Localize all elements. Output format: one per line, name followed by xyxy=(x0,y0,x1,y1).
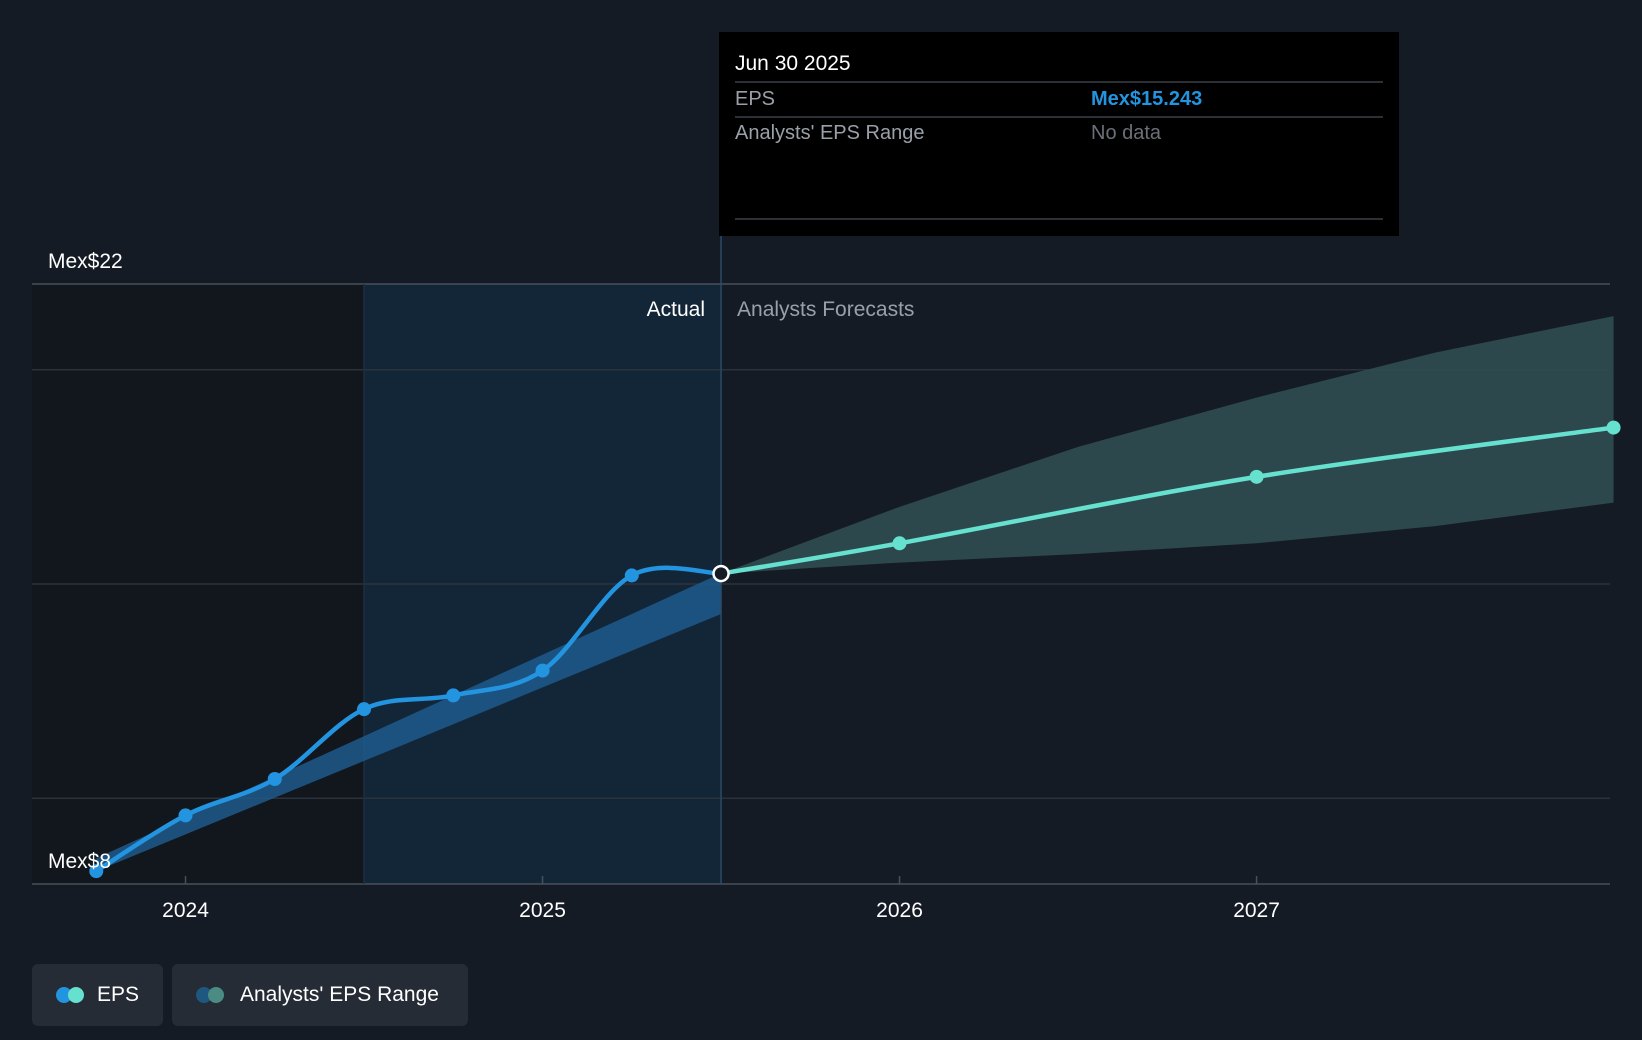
x-tick-label: 2024 xyxy=(162,899,209,922)
data-points xyxy=(89,420,1621,879)
eps-actual-point xyxy=(357,702,372,717)
tooltip: Jun 30 2025 EPS Mex$15.243 Analysts' EPS… xyxy=(719,32,1399,236)
tooltip-date: Jun 30 2025 xyxy=(735,52,851,75)
forecast-analyst-eps-range-band xyxy=(721,316,1614,574)
eps-forecast-point xyxy=(1606,420,1621,435)
eps-actual-point xyxy=(267,772,282,786)
tooltip-range-label: Analysts' EPS Range xyxy=(735,122,924,144)
tooltip-range-value: No data xyxy=(1091,122,1162,144)
eps-legend-icon xyxy=(56,987,84,1003)
x-tick-label: 2025 xyxy=(519,899,566,922)
tooltip-eps-label: EPS xyxy=(735,88,775,110)
eps-actual-point xyxy=(535,663,550,678)
tooltip-marker-point xyxy=(712,564,730,583)
y-tick-label-top: Mex$22 xyxy=(48,250,123,273)
x-tick-label: 2027 xyxy=(1233,899,1280,922)
eps-actual-point xyxy=(446,688,461,703)
forecast-region-label: Analysts Forecasts xyxy=(737,298,914,321)
actual-region-label: Actual xyxy=(647,298,705,321)
legend-analyst-range-button[interactable]: Analysts' EPS Range xyxy=(172,964,468,1026)
eps-forecast-point xyxy=(1249,469,1264,484)
legend-eps-button[interactable]: EPS xyxy=(32,964,163,1026)
x-tick-label: 2026 xyxy=(876,899,923,922)
legend-eps-label: EPS xyxy=(96,983,139,1006)
eps-forecast-line xyxy=(718,425,1616,576)
eps-forecast-point xyxy=(892,536,907,551)
eps-actual-point xyxy=(89,864,104,879)
legend-range-label: Analysts' EPS Range xyxy=(240,983,439,1006)
tooltip-background xyxy=(719,32,1399,236)
gridlines xyxy=(32,283,1610,885)
range-legend-icon xyxy=(196,987,226,1003)
eps-actual-point xyxy=(178,808,193,823)
eps-actual-point xyxy=(624,568,639,583)
x-axis-ticks: 2024 2025 2026 2027 xyxy=(162,876,1280,922)
y-tick-label-bottom: Mex$8 xyxy=(48,850,111,873)
tooltip-eps-value: Mex$15.243 xyxy=(1091,88,1202,110)
